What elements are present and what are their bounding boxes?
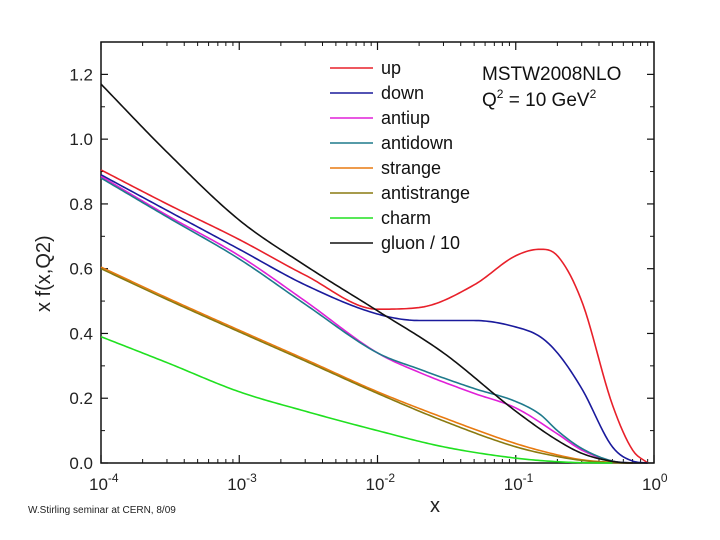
legend: up down antiup antidown strange antistrange ch… [330, 58, 470, 253]
x-tick-label: 10-2 [366, 471, 396, 494]
data-curves [100, 83, 649, 464]
series-line-antistrange [100, 267, 633, 464]
legend-label: charm [381, 208, 431, 228]
scale-label-value: = 10 GeV [503, 90, 589, 111]
legend-label: antistrange [381, 183, 470, 203]
series-line-down [100, 174, 648, 464]
legend-label: up [381, 58, 401, 78]
legend-label: strange [381, 158, 441, 178]
x-axis-title: x [430, 495, 440, 517]
scale-label: Q2 = 10 GeV2 [482, 87, 597, 111]
series-line-strange [100, 266, 633, 464]
y-tick-label: 0.0 [69, 454, 93, 473]
model-label: MSTW2008NLO [482, 64, 621, 85]
scale-label-q-sup: 2 [497, 87, 504, 101]
series-line-charm [100, 335, 613, 464]
y-tick-label: 0.6 [69, 260, 93, 279]
x-tick-label: 100 [642, 471, 668, 494]
series-line-up [100, 169, 649, 464]
legend-label: antidown [381, 133, 453, 153]
footer-caption: W.Stirling seminar at CERN, 8/09 [28, 505, 176, 516]
y-tick-label: 1.2 [69, 65, 93, 84]
scale-label-unit-sup: 2 [590, 87, 597, 101]
x-tick-label: 10-3 [227, 471, 257, 494]
series-line-gluon-10 [100, 83, 648, 464]
legend-label: down [381, 83, 424, 103]
x-tick-label: 10-1 [504, 471, 534, 494]
legend-label: antiup [381, 108, 430, 128]
y-tick-label: 0.4 [69, 324, 93, 343]
x-tick-label: 10-4 [89, 471, 119, 494]
y-tick-label: 0.2 [69, 389, 93, 408]
scale-label-q: Q [482, 90, 497, 111]
y-axis-title: x f(x,Q2) [33, 235, 55, 312]
y-tick-label: 0.8 [69, 195, 93, 214]
series-line-antidown [100, 177, 633, 464]
legend-label: gluon / 10 [381, 233, 460, 253]
y-tick-label: 1.0 [69, 130, 93, 149]
series-line-antiup [100, 175, 633, 464]
